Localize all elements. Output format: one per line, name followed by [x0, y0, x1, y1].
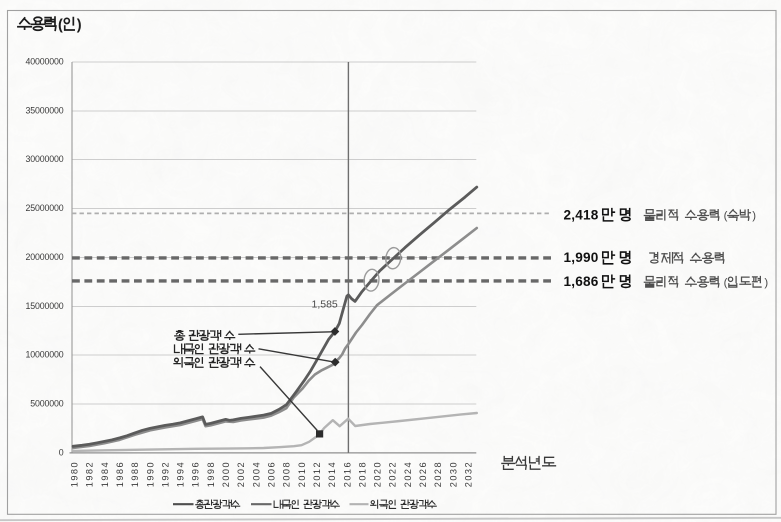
- svg-text:1998: 1998: [206, 461, 216, 487]
- svg-text:5000000: 5000000: [30, 399, 63, 409]
- svg-text:2,418: 2,418: [564, 207, 599, 222]
- svg-text:40000000: 40000000: [26, 57, 64, 67]
- svg-text:(: (: [58, 17, 63, 33]
- svg-text:2004: 2004: [251, 461, 261, 487]
- svg-text:1996: 1996: [191, 461, 201, 487]
- svg-text:1990: 1990: [145, 461, 155, 487]
- svg-text:1,990: 1,990: [564, 250, 599, 265]
- svg-text:1,686: 1,686: [564, 274, 599, 289]
- svg-text:1994: 1994: [176, 461, 186, 487]
- svg-text:1988: 1988: [130, 461, 140, 487]
- svg-text:2026: 2026: [418, 461, 428, 487]
- svg-text:2032: 2032: [464, 461, 474, 487]
- svg-text:30000000: 30000000: [26, 154, 64, 164]
- svg-text:10000000: 10000000: [26, 350, 64, 360]
- svg-text:): ): [77, 17, 82, 33]
- svg-text:2010: 2010: [297, 461, 307, 487]
- svg-text:2022: 2022: [388, 461, 398, 487]
- svg-text:2016: 2016: [342, 461, 352, 487]
- svg-text:): ): [764, 277, 768, 289]
- svg-text:2000: 2000: [221, 461, 231, 487]
- svg-text:2024: 2024: [403, 461, 413, 487]
- svg-text:1986: 1986: [115, 461, 125, 487]
- svg-text:2028: 2028: [433, 461, 443, 487]
- svg-text:2012: 2012: [312, 461, 322, 487]
- svg-text:1980: 1980: [70, 461, 80, 487]
- svg-text:2018: 2018: [357, 461, 367, 487]
- svg-text:20000000: 20000000: [26, 252, 64, 262]
- svg-text:2014: 2014: [327, 461, 337, 487]
- svg-text:): ): [752, 210, 756, 222]
- svg-text:2020: 2020: [373, 461, 383, 487]
- svg-text:15000000: 15000000: [26, 301, 64, 311]
- svg-text:(: (: [724, 277, 728, 289]
- svg-text:1,585: 1,585: [312, 299, 338, 311]
- svg-text:(: (: [724, 210, 728, 222]
- svg-text:1992: 1992: [160, 461, 170, 487]
- svg-text:2008: 2008: [282, 461, 292, 487]
- svg-text:35000000: 35000000: [26, 105, 64, 115]
- svg-text:2030: 2030: [448, 461, 458, 487]
- svg-text:25000000: 25000000: [26, 203, 64, 213]
- svg-text:1984: 1984: [100, 461, 110, 487]
- svg-text:2006: 2006: [267, 461, 277, 487]
- svg-text:1982: 1982: [85, 461, 95, 487]
- svg-text:0: 0: [59, 447, 64, 457]
- svg-text:2002: 2002: [236, 461, 246, 487]
